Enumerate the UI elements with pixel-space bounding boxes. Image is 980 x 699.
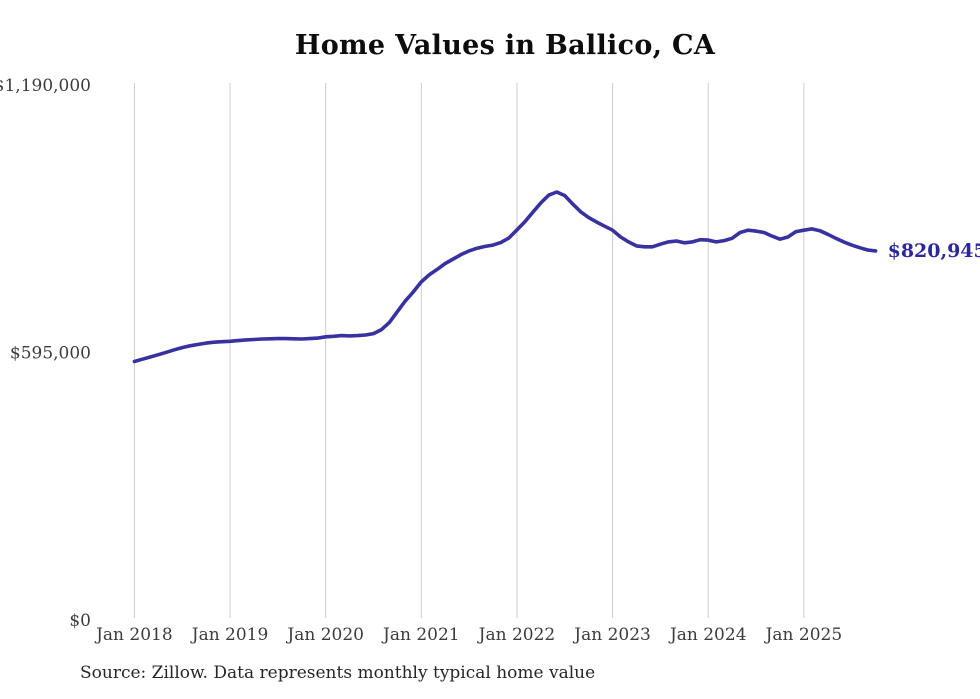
current-value-label: $820,945 <box>888 240 980 262</box>
y-tick-label: $0 <box>69 611 91 631</box>
home-value-line <box>132 190 878 364</box>
gridlines <box>133 83 805 618</box>
y-tick-label: $1,190,000 <box>0 76 91 96</box>
x-tick-label: Jan 2024 <box>668 625 747 645</box>
x-tick-label: Jan 2022 <box>477 625 556 645</box>
chart-title: Home Values in Ballico, CA <box>294 30 716 61</box>
y-axis-labels: $0 $595,000 $1,190,000 <box>0 76 91 631</box>
source-note: Source: Zillow. Data represents monthly … <box>80 663 596 683</box>
x-tick-label: Jan 2025 <box>764 625 843 645</box>
x-tick-label: Jan 2018 <box>94 625 173 645</box>
x-tick-label: Jan 2019 <box>190 625 269 645</box>
x-axis-labels: Jan 2018 Jan 2019 Jan 2020 Jan 2021 Jan 2022… <box>94 625 842 645</box>
x-tick-label: Jan 2023 <box>572 625 651 645</box>
x-tick-label: Jan 2020 <box>285 625 364 645</box>
y-tick-label: $595,000 <box>10 344 91 364</box>
x-tick-label: Jan 2021 <box>381 625 460 645</box>
